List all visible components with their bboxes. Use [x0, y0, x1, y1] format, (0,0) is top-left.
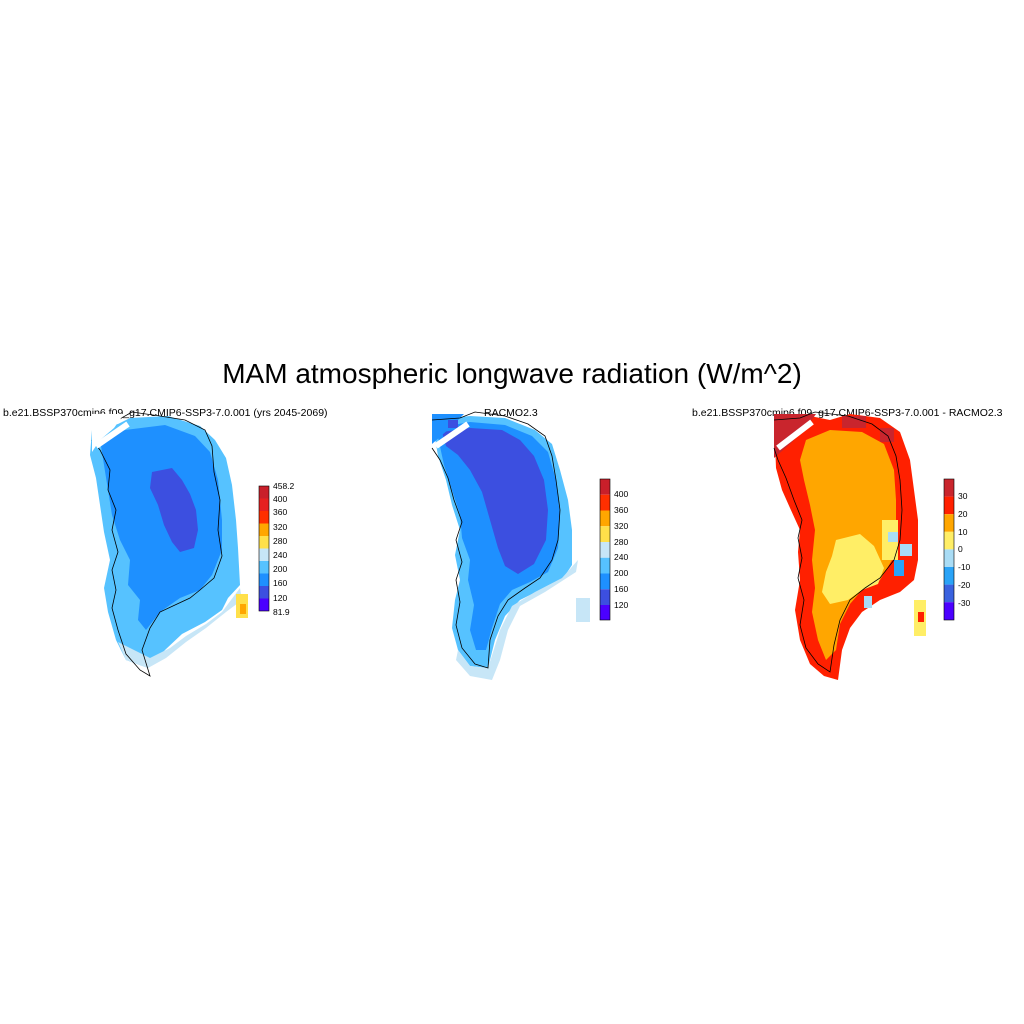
cbar3-frame: [943, 478, 955, 621]
cbar3-swatch-1: [944, 479, 954, 497]
cbar3-swatch-4: [944, 531, 954, 550]
panel-3-east-blue-1: [888, 532, 898, 542]
cbar2-label: 360: [614, 505, 628, 515]
panel-1-title: b.e21.BSSP370cmip6.f09_g17.CMIP6-SSP3-7.…: [3, 407, 328, 419]
cbar2-label: 320: [614, 521, 628, 531]
cbar3-label: 30: [958, 491, 968, 501]
cbar1-swatch-2: [259, 498, 269, 511]
cbar1-label: 280: [273, 536, 287, 546]
panel-2-coastline: [431, 411, 561, 669]
panel-1-mid-region: [100, 425, 222, 630]
cbar3-swatch-7: [944, 584, 954, 603]
cbar2-swatch-1: [600, 479, 610, 495]
cbar3-swatch-5: [944, 549, 954, 567]
panel-3-title: b.e21.BSSP370cmip6.f09_g17.CMIP6-SSP3-7.…: [692, 407, 1003, 419]
panel-1-map: [90, 411, 248, 677]
panel-3-coastline: [773, 411, 903, 673]
cbar2-swatch-2: [600, 494, 610, 511]
cbar2-swatch-9: [600, 605, 610, 620]
cbar1-swatch-10: [259, 598, 269, 611]
cbar1-label: 400: [273, 494, 287, 504]
cbar1-swatch-5: [259, 536, 269, 549]
panel-3-east-blue-2: [900, 544, 912, 556]
panel-2-core-region: [442, 428, 548, 574]
cbar1-label: 200: [273, 564, 287, 574]
cbar1-swatch-1: [259, 486, 269, 499]
cbar2-swatch-4: [600, 526, 610, 542]
cbar3-label: 20: [958, 509, 968, 519]
cbar1-swatch-9: [259, 586, 269, 599]
panel-1-colorbar: 458.2 400 360 320 280 240 200 160 120 81…: [258, 481, 295, 617]
panel-2-northwest-dark: [448, 420, 458, 428]
cbar1-label: 360: [273, 507, 287, 517]
cbar1-swatch-3: [259, 511, 269, 524]
cbar2-swatch-6: [600, 557, 610, 574]
panel-1-rim: [118, 588, 242, 668]
cbar2-swatch-5: [600, 542, 610, 558]
panel-1-coastline: [91, 411, 223, 677]
panel-1-strait: [94, 421, 130, 449]
cbar1-label: 240: [273, 550, 287, 560]
cbar2-label: 280: [614, 537, 628, 547]
panel-3-island-core: [918, 612, 924, 622]
panel-2-rim: [456, 560, 578, 680]
cbar1-swatch-6: [259, 548, 269, 561]
cbar3-swatch-6: [944, 567, 954, 585]
panel-1-northwest-corner: [92, 414, 124, 452]
panel-2-colorbar: 400 360 320 280 240 200 160 120: [599, 478, 628, 621]
panel-3-map: [773, 411, 926, 680]
cbar3-swatch-2: [944, 496, 954, 515]
panel-2-map: [431, 411, 590, 680]
cbar1-label: 81.9: [273, 607, 290, 617]
panel-3-strait: [776, 419, 814, 451]
cbar2-label: 200: [614, 568, 628, 578]
cbar1-label: 160: [273, 578, 287, 588]
cbar2-swatch-7: [600, 573, 610, 590]
cbar3-label: 10: [958, 527, 968, 537]
cbar3-swatch-3: [944, 514, 954, 532]
cbar2-frame: [599, 478, 611, 621]
cbar1-label: 458.2: [273, 481, 295, 491]
cbar2-swatch-8: [600, 589, 610, 605]
cbar3-label: -20: [958, 580, 971, 590]
cbar1-swatch-4: [259, 523, 269, 536]
cbar3-label: 0: [958, 544, 963, 554]
cbar1-label: 120: [273, 593, 287, 603]
panel-3-south-blue: [864, 596, 872, 608]
panel-1-core-region: [150, 468, 198, 552]
cbar3-label: -10: [958, 562, 971, 572]
panel-3-yellow-region: [822, 534, 884, 604]
cbar2-label: 120: [614, 600, 628, 610]
figure-title: MAM atmospheric longwave radiation (W/m^…: [222, 358, 802, 389]
cbar2-label: 240: [614, 552, 628, 562]
panel-2-island-patch: [576, 598, 590, 622]
cbar3-swatch-8: [944, 602, 954, 620]
cbar2-label: 400: [614, 489, 628, 499]
cbar2-swatch-3: [600, 510, 610, 527]
panel-3-north-patch: [842, 416, 866, 428]
panel-3-east-blue-3: [894, 560, 904, 576]
panel-3-colorbar: 30 20 10 0 -10 -20 -30: [943, 478, 971, 621]
cbar1-label: 320: [273, 522, 287, 532]
cbar1-swatch-7: [259, 561, 269, 574]
panel-2-strait: [434, 421, 470, 449]
cbar1-swatch-8: [259, 573, 269, 586]
cbar1-frame: [258, 485, 270, 612]
panel-2-title: RACMO2.3: [484, 407, 538, 419]
panel-1-island-core: [240, 604, 246, 614]
cbar3-label: -30: [958, 598, 971, 608]
cbar2-label: 160: [614, 584, 628, 594]
